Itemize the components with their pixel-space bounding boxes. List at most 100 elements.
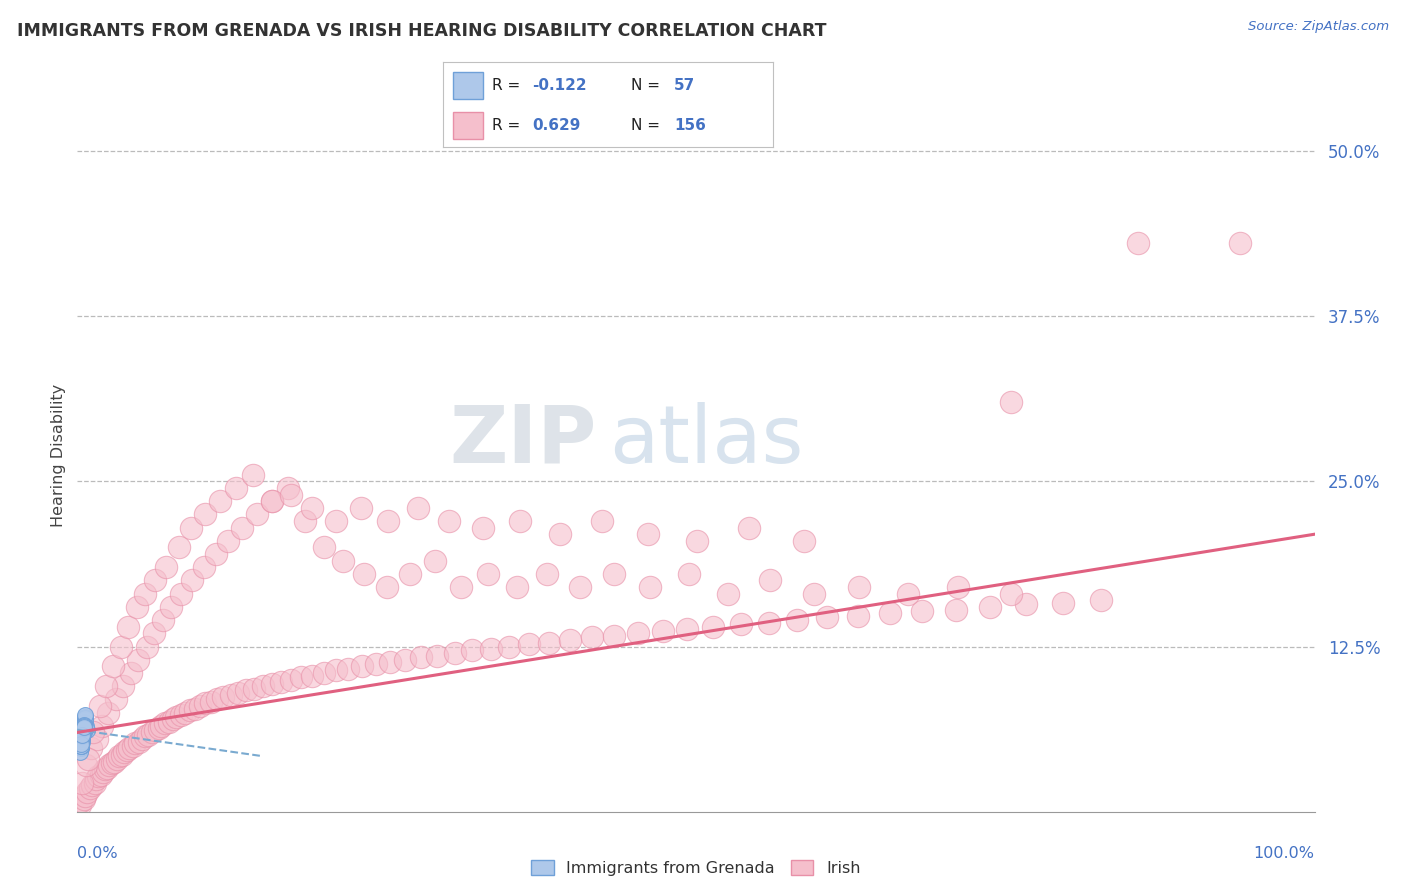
Point: [479, 642, 502, 657]
Point: [676, 623, 699, 637]
Point: [246, 508, 269, 522]
Point: [118, 741, 141, 756]
Point: [70, 739, 93, 753]
FancyBboxPatch shape: [453, 112, 482, 139]
Point: [325, 663, 347, 677]
Point: [260, 676, 283, 690]
Point: [72, 730, 94, 744]
Point: [651, 624, 673, 638]
Point: [128, 734, 150, 748]
Point: [231, 520, 253, 534]
Point: [72, 720, 94, 734]
Point: [134, 587, 156, 601]
Point: [73, 711, 96, 725]
Point: [406, 500, 429, 515]
Point: [70, 736, 93, 750]
Text: R =: R =: [492, 118, 526, 133]
Point: [84, 772, 107, 786]
Point: [498, 640, 520, 654]
Point: [380, 656, 402, 670]
Point: [91, 719, 114, 733]
Point: [219, 689, 242, 703]
Point: [73, 712, 96, 726]
Point: [83, 775, 105, 789]
Point: [686, 533, 709, 548]
Point: [160, 599, 183, 614]
Point: [72, 730, 94, 744]
Point: [75, 758, 97, 772]
Text: N =: N =: [631, 118, 665, 133]
Point: [72, 728, 94, 742]
Point: [194, 697, 217, 711]
Text: atlas: atlas: [609, 401, 804, 480]
Point: [312, 665, 335, 680]
Point: [194, 508, 217, 522]
Point: [72, 717, 94, 731]
Point: [70, 739, 93, 753]
Point: [208, 494, 231, 508]
Point: [758, 615, 780, 630]
Point: [243, 681, 266, 696]
Point: [72, 734, 94, 748]
Point: [72, 728, 94, 742]
Point: [167, 541, 190, 555]
Point: [96, 761, 118, 775]
Point: [98, 758, 121, 772]
Point: [536, 566, 558, 581]
Point: [70, 736, 93, 750]
Point: [70, 739, 93, 753]
Point: [152, 613, 174, 627]
Text: N =: N =: [631, 78, 665, 93]
Point: [461, 643, 484, 657]
Point: [260, 494, 283, 508]
Point: [143, 626, 166, 640]
FancyBboxPatch shape: [453, 71, 482, 99]
Point: [181, 574, 204, 588]
Point: [377, 514, 399, 528]
Point: [846, 609, 869, 624]
Point: [312, 541, 335, 555]
Point: [637, 527, 659, 541]
Point: [188, 698, 211, 713]
Point: [235, 683, 257, 698]
Point: [153, 716, 176, 731]
Point: [72, 717, 94, 731]
Point: [270, 675, 292, 690]
Point: [134, 730, 156, 744]
Point: [948, 580, 970, 594]
Text: ZIP: ZIP: [450, 401, 598, 480]
Point: [70, 739, 93, 753]
Point: [72, 722, 94, 736]
Point: [135, 640, 157, 654]
Point: [162, 712, 184, 726]
Point: [143, 723, 166, 737]
Point: [79, 780, 101, 795]
Point: [879, 607, 901, 621]
Point: [72, 722, 94, 736]
Point: [112, 745, 135, 759]
Point: [73, 709, 96, 723]
Point: [1052, 596, 1074, 610]
Point: [72, 791, 94, 805]
Point: [75, 719, 97, 733]
Point: [70, 732, 93, 747]
Point: [450, 580, 472, 594]
Point: [127, 653, 149, 667]
Point: [72, 722, 94, 736]
Point: [103, 755, 125, 769]
Point: [72, 730, 94, 744]
Point: [242, 467, 264, 482]
Point: [568, 580, 591, 594]
Point: [277, 481, 299, 495]
Point: [122, 739, 145, 753]
Point: [143, 574, 166, 588]
Point: [117, 620, 139, 634]
Point: [505, 580, 527, 594]
Point: [896, 587, 918, 601]
Point: [70, 736, 93, 750]
Point: [72, 722, 94, 736]
Point: [581, 630, 603, 644]
Point: [426, 648, 449, 663]
Point: [911, 604, 934, 618]
Text: IMMIGRANTS FROM GRENADA VS IRISH HEARING DISABILITY CORRELATION CHART: IMMIGRANTS FROM GRENADA VS IRISH HEARING…: [17, 22, 827, 40]
